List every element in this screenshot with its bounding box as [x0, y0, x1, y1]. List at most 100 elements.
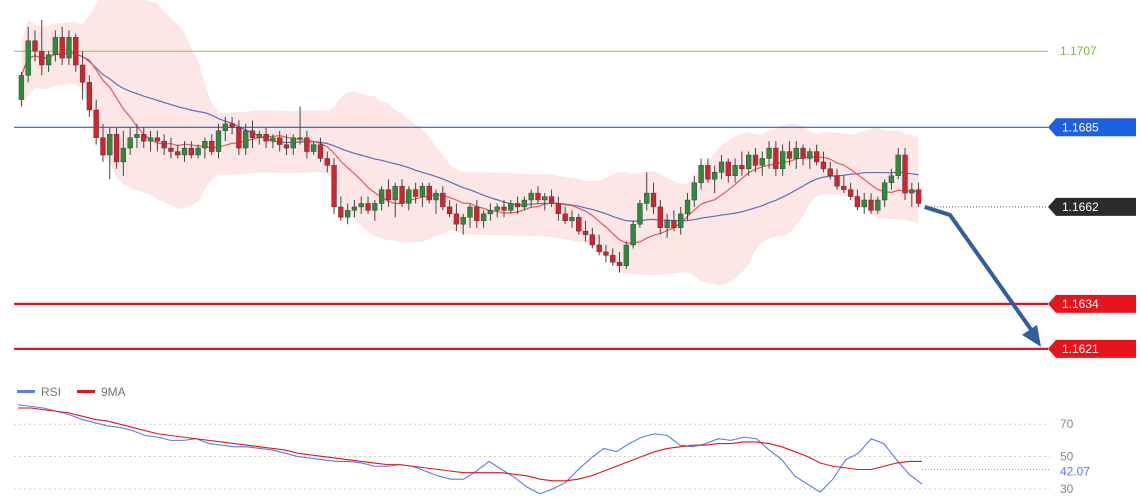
candle-body — [277, 137, 283, 145]
candle-body — [467, 206, 473, 218]
candle-body — [365, 203, 371, 211]
candle-body — [861, 199, 867, 208]
candle-body — [616, 262, 623, 266]
rsi-tick-label: 30 — [1060, 482, 1074, 496]
candle-body — [460, 217, 466, 225]
candle-body — [263, 134, 269, 142]
rsi-legend-swatch — [17, 390, 35, 393]
candle-body — [501, 206, 507, 211]
candle-body — [813, 151, 820, 163]
candle-body — [304, 137, 310, 152]
rsi-series-9ma — [18, 407, 922, 482]
candle-body — [596, 244, 602, 253]
candle-body — [623, 244, 629, 266]
candle-body — [773, 147, 779, 170]
candle-body — [399, 185, 405, 204]
candle-body — [834, 175, 840, 187]
candle-body — [134, 134, 140, 138]
rsi-grid: 30 50 70 — [14, 417, 1074, 496]
candle-body — [426, 185, 432, 201]
candle-body — [650, 192, 657, 208]
candle-body — [793, 147, 799, 159]
candle-body — [202, 140, 208, 149]
ma-legend-swatch — [77, 390, 95, 393]
candle-body — [331, 165, 337, 208]
candle-body — [807, 151, 813, 159]
candle-body — [881, 182, 888, 201]
candle-body — [229, 123, 235, 128]
candle-body — [18, 75, 25, 100]
candle-body — [542, 196, 548, 201]
candle-body — [107, 134, 113, 156]
candle-body — [474, 206, 480, 221]
candle-body — [712, 172, 718, 180]
candle-body — [684, 199, 691, 215]
candle-body — [691, 182, 697, 201]
candle-body — [351, 206, 358, 211]
forecast — [924, 205, 1041, 347]
blue-level-label: 1.1685 — [1062, 120, 1099, 134]
candle-body — [147, 137, 154, 142]
candle-body — [209, 140, 215, 152]
candle-body — [168, 147, 174, 152]
candle-body — [800, 147, 806, 159]
candle-body — [73, 37, 79, 66]
bollinger-band-fill — [21, 0, 919, 286]
price-levels — [14, 50, 1048, 350]
candle-body — [345, 210, 351, 218]
candle-body — [385, 189, 392, 201]
candle-body — [59, 37, 65, 59]
candle-body — [759, 158, 765, 166]
candle-body — [188, 147, 194, 156]
candle-body — [725, 161, 731, 176]
candle-body — [494, 206, 500, 211]
candles — [18, 20, 922, 273]
candle-body — [766, 147, 772, 159]
candle-body — [419, 185, 426, 197]
candle-body — [161, 140, 167, 149]
forecast-arrow-head — [1022, 324, 1041, 347]
candle-body — [630, 224, 636, 246]
support-1-tag — [1048, 294, 1136, 313]
candle-body — [841, 185, 847, 190]
candle-body — [372, 203, 378, 211]
candle-body — [52, 37, 59, 55]
candle-body — [528, 192, 534, 201]
candle-body — [236, 127, 242, 149]
candle-body — [875, 199, 881, 211]
candle-body — [120, 147, 127, 163]
candle-body — [827, 168, 833, 176]
candle-body — [555, 203, 562, 215]
candle-body — [603, 251, 609, 256]
candle-body — [678, 213, 684, 228]
candle-body — [582, 230, 589, 235]
candle-body — [317, 144, 324, 159]
candle-body — [358, 203, 364, 208]
rsi-tick-label: 50 — [1060, 450, 1074, 464]
rsi-tick-label: 70 — [1060, 417, 1074, 431]
candle-body — [256, 134, 262, 138]
candle-body — [283, 144, 290, 149]
candle-body — [66, 37, 72, 59]
candle-body — [215, 130, 222, 152]
candle-body — [820, 161, 827, 170]
support-2-label: 1.1621 — [1062, 342, 1099, 356]
rsi-current-value: 42.07 — [1060, 464, 1090, 478]
candle-body — [32, 40, 38, 52]
last-price-tag — [1048, 197, 1136, 216]
forecast-arrow-shaft — [924, 205, 1034, 333]
candle-body — [902, 154, 908, 194]
candle-body — [453, 213, 460, 225]
candle-body — [440, 192, 446, 208]
candle-body — [154, 137, 160, 142]
candle-body — [93, 109, 99, 138]
candle-body — [175, 151, 181, 156]
ma-legend-label: 9MA — [101, 385, 126, 399]
candle-body — [535, 192, 541, 201]
candle-body — [895, 154, 901, 176]
candle-body — [739, 165, 745, 170]
candle-body — [392, 185, 398, 201]
rsi-series-rsi — [17, 404, 923, 495]
candle-body — [562, 213, 568, 221]
candle-body — [732, 165, 738, 176]
